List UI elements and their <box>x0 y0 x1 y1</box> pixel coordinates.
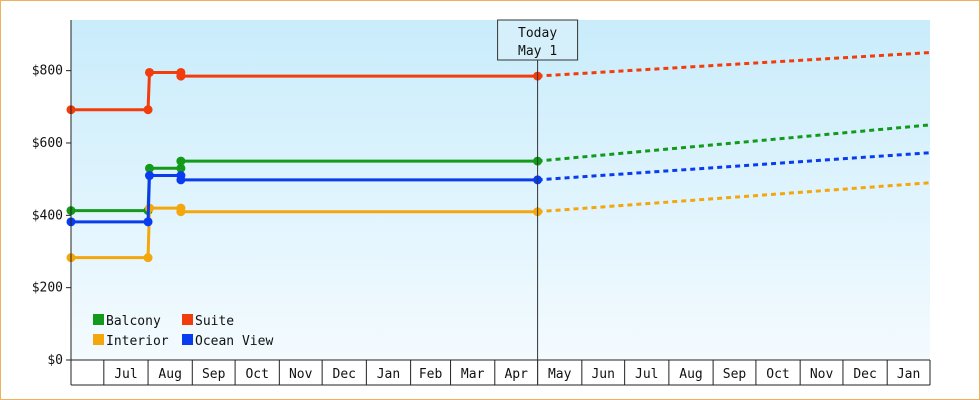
x-tick-label: Sep <box>723 367 747 382</box>
legend-label-interior: Interior <box>106 334 169 349</box>
legend-swatch-balcony <box>93 314 104 325</box>
x-tick-label: Aug <box>158 367 181 382</box>
x-tick-label: May <box>548 367 572 382</box>
x-tick-label: Jan <box>377 367 400 382</box>
series-line-ocean-view <box>71 174 538 224</box>
x-tick-label: Nov <box>289 367 313 382</box>
data-point-balcony <box>144 163 154 173</box>
data-point-suite <box>143 105 153 115</box>
data-point-ocean-view <box>176 175 186 185</box>
legend-swatch-suite <box>182 314 193 325</box>
y-tick-label: $800 <box>32 64 63 79</box>
series-forecast-ocean-view <box>537 151 931 182</box>
x-tick-label: Jul <box>635 367 658 382</box>
x-tick-label: Aug <box>679 367 702 382</box>
series-forecast-suite <box>537 51 931 78</box>
today-box <box>497 19 579 61</box>
y-tick-label: $0 <box>47 353 63 368</box>
x-tick-label: Apr <box>504 367 528 382</box>
legend-label-ocean-view: Ocean View <box>195 334 273 349</box>
data-point-interior <box>143 253 153 263</box>
x-tick-label: Oct <box>245 367 268 382</box>
series-line-balcony <box>71 159 538 213</box>
y-tick-label: $600 <box>32 136 63 151</box>
data-point-interior <box>176 207 186 217</box>
legend-swatch-ocean-view <box>182 334 193 345</box>
x-tick-label: Dec <box>853 367 876 382</box>
legend-label-balcony: Balcony <box>106 314 161 329</box>
series-line-interior <box>71 206 538 260</box>
series-forecast-balcony <box>537 123 931 163</box>
data-point-balcony <box>176 156 186 166</box>
legend-swatch-interior <box>93 334 104 345</box>
x-tick-label: Jan <box>897 367 920 382</box>
series-line-suite <box>71 70 538 112</box>
legend-label-suite: Suite <box>195 314 234 329</box>
data-point-balcony <box>176 163 186 173</box>
x-tick-label: Mar <box>461 367 485 382</box>
x-tick-label: Sep <box>202 367 226 382</box>
x-tick-label: Nov <box>810 367 834 382</box>
x-tick-label: Dec <box>333 367 356 382</box>
plot-background <box>71 20 930 360</box>
today-label: Today <box>518 26 557 41</box>
data-point-ocean-view <box>144 171 154 181</box>
data-point-suite <box>176 71 186 81</box>
today-date: May 1 <box>518 44 557 59</box>
x-tick-label: Feb <box>419 367 443 382</box>
y-tick-label: $200 <box>32 281 63 296</box>
data-point-suite <box>144 67 154 77</box>
data-point-ocean-view <box>143 217 153 227</box>
x-tick-label: Oct <box>766 367 789 382</box>
series-forecast-interior <box>537 181 931 214</box>
x-tick-label: Jun <box>591 367 614 382</box>
y-tick-label: $400 <box>32 208 63 223</box>
x-tick-label: Jul <box>114 367 137 382</box>
